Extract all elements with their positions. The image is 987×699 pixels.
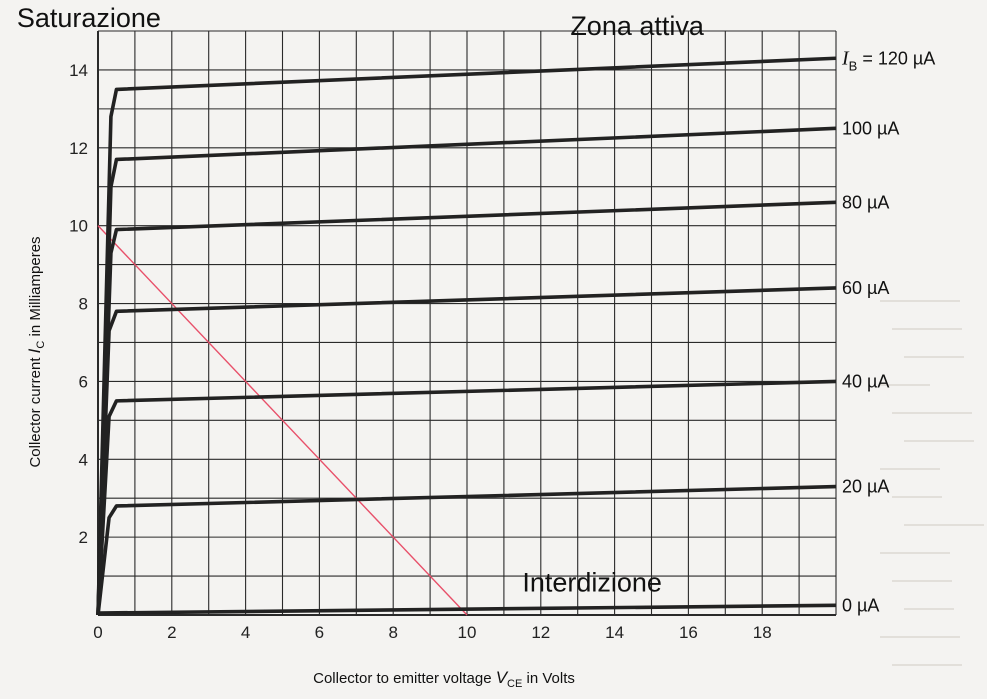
series-line	[96, 286, 837, 616]
grid	[97, 30, 837, 616]
y-tick-label: 10	[69, 217, 88, 236]
scan-texture-line	[892, 664, 962, 666]
series-label: 40 µA	[842, 371, 889, 391]
series-label: 0 µA	[842, 595, 879, 615]
series-label: IB = 120 µA	[841, 47, 935, 73]
y-tick-label: 6	[79, 372, 88, 391]
x-tick-label: 12	[531, 623, 550, 642]
scan-texture-line	[880, 300, 960, 302]
x-tick-label: 10	[458, 623, 477, 642]
series-label: 60 µA	[842, 278, 889, 298]
y-tick-label: 2	[79, 528, 88, 547]
scan-texture-line	[880, 552, 950, 554]
zone-annotation: Interdizione	[522, 568, 662, 598]
y-axis-title: Collector current IC in Milliamperes	[25, 236, 47, 467]
scan-texture-line	[904, 524, 984, 526]
scan-texture-line	[892, 328, 962, 330]
scan-texture-line	[904, 440, 974, 442]
x-tick-label: 4	[241, 623, 250, 642]
tick-labels: 0 2 4 6 8 10 12 14 16 18 2 4 6 8 10 12 14	[69, 61, 772, 642]
scan-texture-line	[880, 384, 930, 386]
x-tick-label: 18	[753, 623, 772, 642]
load-line	[97, 225, 468, 616]
y-tick-label: 14	[69, 61, 88, 80]
load-line	[97, 225, 468, 616]
series-label: 20 µA	[842, 477, 889, 497]
scan-texture-line	[880, 468, 940, 470]
background-scan-texture	[880, 300, 984, 666]
series-line	[96, 484, 837, 616]
curve-labels: IB = 120 µA 100 µA 80 µA 60 µA 40 µA 20 µA 0 µ…	[841, 47, 935, 615]
curves	[96, 56, 837, 616]
y-tick-label: 4	[79, 450, 88, 469]
annotations: Saturazione Zona attiva Interdizione	[17, 3, 705, 598]
scan-texture-line	[892, 412, 972, 414]
x-tick-label: 16	[679, 623, 698, 642]
scan-texture-line	[892, 580, 952, 582]
zone-annotation: Saturazione	[17, 3, 161, 33]
x-tick-label: 0	[93, 623, 102, 642]
series-line	[96, 379, 837, 616]
scan-texture-line	[892, 496, 942, 498]
scan-texture-line	[904, 608, 954, 610]
y-tick-label: 8	[79, 295, 88, 314]
x-tick-label: 8	[388, 623, 397, 642]
scan-texture-line	[904, 356, 964, 358]
series-label: 80 µA	[842, 192, 889, 212]
x-axis-title: Collector to emitter voltage VCE in Volt…	[313, 668, 575, 690]
series-label: 100 µA	[842, 118, 899, 138]
x-tick-label: 6	[315, 623, 324, 642]
series-line	[97, 603, 837, 615]
x-tick-label: 14	[605, 623, 624, 642]
x-tick-label: 2	[167, 623, 176, 642]
scan-texture-line	[880, 636, 960, 638]
zone-annotation: Zona attiva	[570, 11, 705, 41]
y-tick-label: 12	[69, 139, 88, 158]
